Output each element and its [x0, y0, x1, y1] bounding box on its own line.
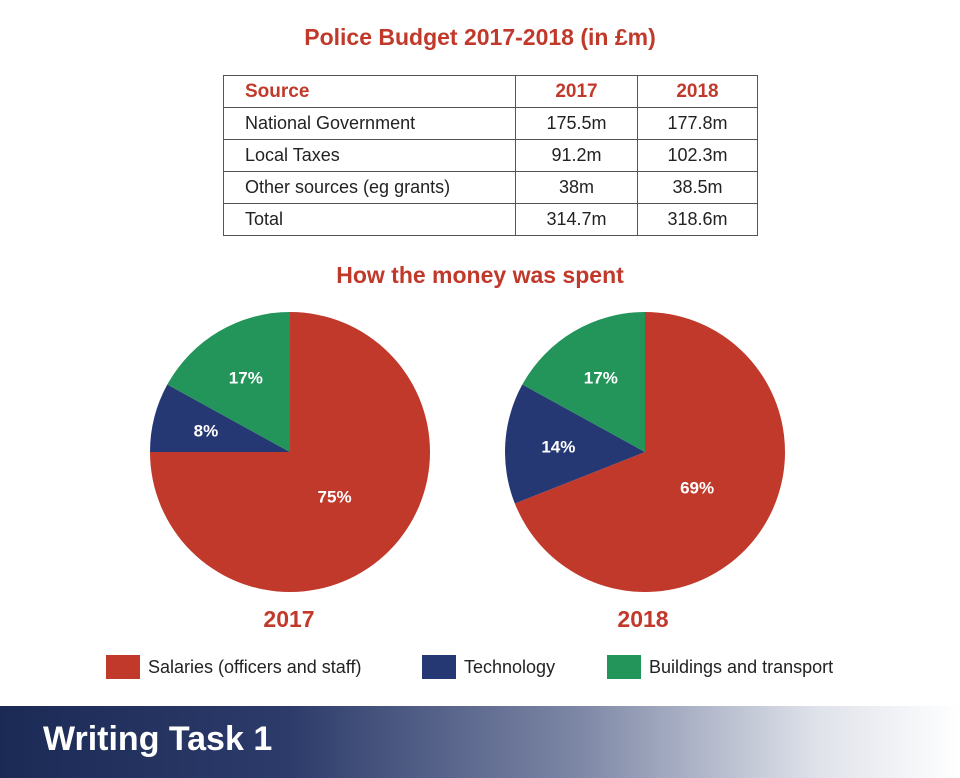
column-header-source: Source	[223, 75, 516, 108]
footer-banner: Writing Task 1	[0, 706, 960, 778]
table-cell: 38m	[515, 171, 638, 204]
table-cell: National Government	[223, 107, 516, 140]
table-cell: Total	[223, 203, 516, 236]
table-header-row: Source 2017 2018	[223, 75, 758, 108]
legend-label-technology: Technology	[464, 656, 556, 677]
pie-chart-2017: 75% 8% 17%	[150, 312, 430, 592]
table-row: Other sources (eg grants) 38m 38.5m	[223, 171, 758, 204]
legend-item-buildings: Buildings and transport	[607, 655, 833, 679]
pie-slice-technology	[150, 384, 290, 452]
table-cell: 102.3m	[637, 139, 758, 172]
pie-slice-label-technology: 8%	[194, 421, 219, 440]
table-row: National Government 175.5m 177.8m	[223, 107, 758, 140]
column-header-2017: 2017	[515, 75, 638, 108]
pie-slice-label-buildings: 17%	[229, 368, 263, 387]
pie-label-2017: 2017	[263, 606, 315, 632]
pie-slice-label-technology: 14%	[541, 438, 575, 457]
legend-item-salaries: Salaries (officers and staff)	[106, 655, 361, 679]
table-cell: 318.6m	[637, 203, 758, 236]
legend-swatch-buildings	[607, 655, 641, 679]
pie-slice-salaries	[514, 312, 785, 592]
budget-table: Source 2017 2018 National Government 175…	[223, 75, 758, 236]
table-cell: 175.5m	[515, 107, 638, 140]
pie-chart-2018: 69% 14% 17%	[505, 312, 785, 592]
table-cell: 177.8m	[637, 107, 758, 140]
pie-charts-title: How the money was spent	[336, 262, 624, 288]
legend-label-salaries: Salaries (officers and staff)	[148, 656, 362, 677]
legend-label-buildings: Buildings and transport	[649, 656, 834, 677]
banner-title: Writing Task 1	[43, 720, 273, 758]
pie-slice-technology	[505, 384, 645, 504]
table-cell: 314.7m	[515, 203, 638, 236]
pie-slice-buildings	[167, 312, 290, 452]
column-header-2018: 2018	[637, 75, 758, 108]
table-cell: Local Taxes	[223, 139, 516, 172]
legend-item-technology: Technology	[422, 655, 555, 679]
table-cell: Other sources (eg grants)	[223, 171, 516, 204]
pie-slice-label-salaries: 69%	[680, 478, 714, 497]
budget-table-title: Police Budget 2017-2018 (in £m)	[304, 24, 656, 50]
pie-label-2018: 2018	[617, 606, 669, 632]
table-cell: 38.5m	[637, 171, 758, 204]
legend-swatch-technology	[422, 655, 456, 679]
table-row: Local Taxes 91.2m 102.3m	[223, 139, 758, 172]
pie-slice-label-salaries: 75%	[318, 488, 352, 507]
table-cell: 91.2m	[515, 139, 638, 172]
pie-slice-label-buildings: 17%	[584, 368, 618, 387]
pie-slice-buildings	[522, 312, 645, 452]
legend-swatch-salaries	[106, 655, 140, 679]
table-row-total: Total 314.7m 318.6m	[223, 203, 758, 236]
